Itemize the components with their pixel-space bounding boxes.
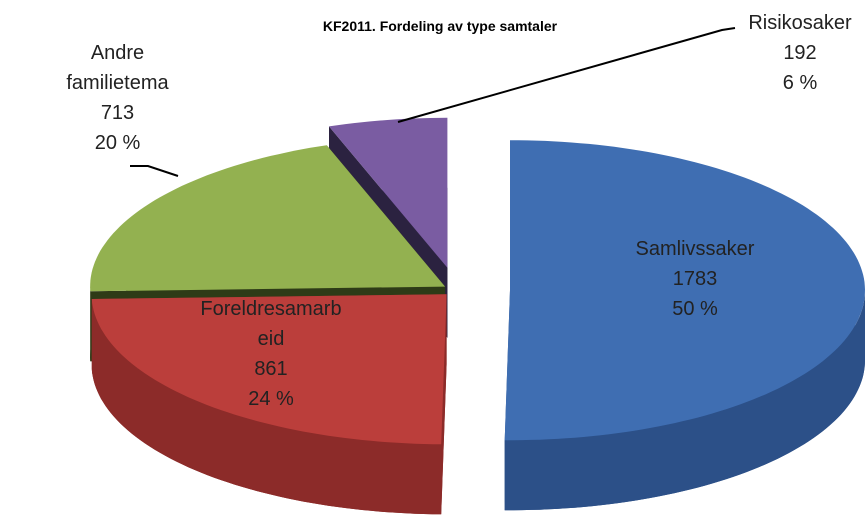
value-label: 1783 <box>672 268 718 290</box>
data-label: Foreldresamarbeid 861 24 % <box>200 294 342 414</box>
leader-line <box>130 165 179 177</box>
slice-top <box>329 117 448 268</box>
category-label: Foreldresamarbeid <box>200 298 342 350</box>
slice-outer-wall <box>504 290 865 511</box>
pie-slice <box>504 140 865 511</box>
category-label: Risikosaker <box>748 12 852 34</box>
percent-label: 20 % <box>94 132 141 154</box>
percent-label: 24 % <box>248 388 294 410</box>
percent-label: 50 % <box>672 298 718 320</box>
percent-label: 6 % <box>782 72 818 94</box>
pie-slice <box>91 294 447 515</box>
slice-outer-wall <box>91 299 442 515</box>
data-label: Andre familietema 713 20 % <box>40 38 195 158</box>
category-label: Andre familietema <box>66 42 169 94</box>
data-label: Samlivssaker 1783 50 % <box>605 234 785 324</box>
data-label: Risikosaker 192 6 % <box>725 8 868 98</box>
slice-top <box>90 145 446 292</box>
chart-title: KF2011. Fordeling av type samtaler <box>322 18 558 34</box>
value-label: 861 <box>254 358 288 380</box>
value-label: 713 <box>100 102 135 124</box>
slice-top <box>504 140 865 441</box>
slice-top <box>91 294 447 445</box>
value-label: 192 <box>783 42 817 64</box>
category-label: Samlivssaker <box>635 238 755 260</box>
leader-line <box>397 27 736 123</box>
